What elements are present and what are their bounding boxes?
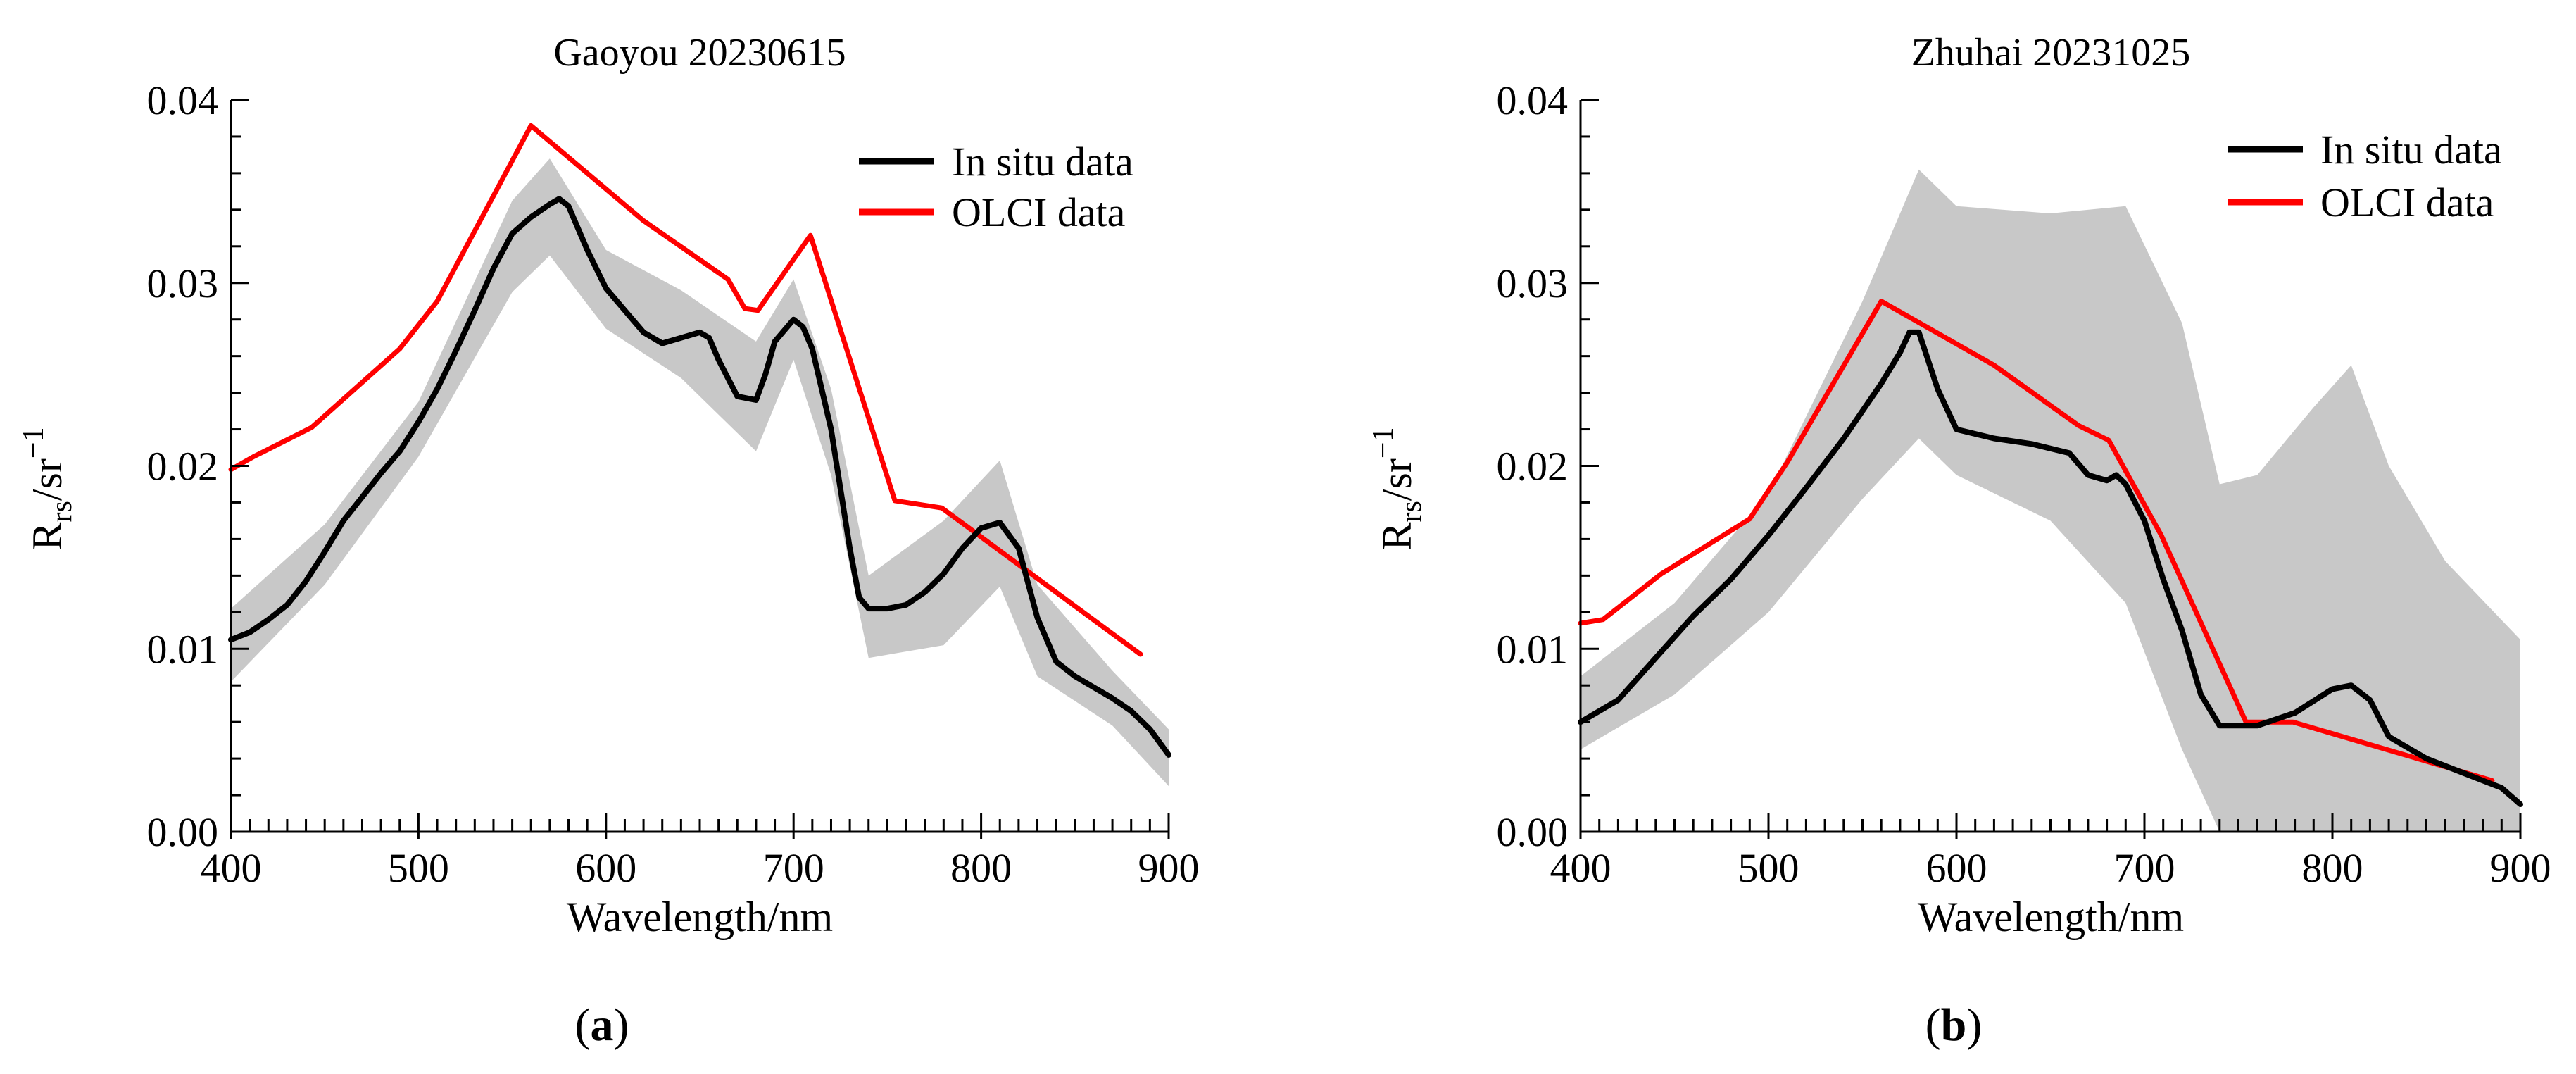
panel-b-y-tick-label: 0.02	[1497, 444, 1569, 489]
panel-a-y-axis-label: Rrs/sr−1	[18, 427, 78, 550]
panel-b-range-band	[1581, 169, 2520, 832]
panel-b-y-label-main: R	[1374, 523, 1420, 551]
panel-b-y-axis-label: Rrs/sr−1	[1367, 427, 1428, 550]
panel-b-legend-insitu-label: In situ data	[2320, 127, 2502, 173]
panel-a-tag: (a)	[575, 999, 629, 1051]
panel-a-x-tick-label: 700	[763, 845, 824, 891]
panel-b-insitu-line	[1578, 329, 2523, 807]
panel-b-y-tick-label: 0.00	[1497, 809, 1569, 855]
panel-a-insitu-line	[228, 196, 1171, 758]
panel-b-x-tick-label: 900	[2490, 845, 2551, 891]
panel-a-tag-letter: a	[591, 999, 614, 1051]
panel-b-y-tick-label: 0.03	[1497, 261, 1569, 306]
panel-a-chart: Gaoyou 20230615 0.00 0.01 0.02 0.03 0.04 400 5…	[18, 31, 1200, 1051]
panel-a-y-label-sup: −1	[18, 427, 50, 458]
panel-a-x-tick-label: 600	[575, 845, 636, 891]
panel-b-y-label-sub: rs	[1395, 501, 1428, 522]
panel-a-series-layer	[228, 123, 1171, 758]
panel-b-title: Zhuhai 20231025	[1911, 31, 2191, 75]
panel-a-y-tick-label: 0.04	[147, 77, 219, 123]
panel-b-chart: Zhuhai 20231025 0.00 0.01 0.02 0.03 0.04 400 5…	[1367, 31, 2551, 1051]
panel-a-legend-olci-label: OLCI data	[952, 189, 1125, 235]
panel-b-series-layer	[1578, 299, 2523, 807]
panel-b-y-tick-label: 0.04	[1497, 77, 1569, 123]
panel-a-y-tick-label: 0.03	[147, 261, 219, 306]
panel-b-x-tick-label: 400	[1550, 845, 1611, 891]
panel-a-x-tick-label: 900	[1138, 845, 1200, 891]
panel-b-tag: (b)	[1925, 999, 1983, 1051]
panel-a-y-tick-label: 0.02	[147, 444, 219, 489]
panel-b-band-layer	[1581, 169, 2520, 832]
panel-a-x-tick-label: 800	[950, 845, 1012, 891]
panel-b-legend: In situ data OLCI data	[2228, 127, 2502, 225]
panel-a-range-band	[231, 158, 1169, 787]
panel-a-x-axis-label: Wavelength/nm	[567, 894, 833, 940]
panel-b-olci-line	[1578, 299, 2495, 783]
panel-a-legend-insitu-label: In situ data	[952, 139, 1133, 185]
panel-a-y-tick-label: 0.00	[147, 809, 219, 855]
panel-b-y-label-unit: /sr	[1374, 458, 1420, 501]
panel-b-y-tick-label: 0.01	[1497, 626, 1569, 672]
panel-b-legend-olci-label: OLCI data	[2320, 180, 2494, 225]
panel-a-olci-line	[228, 123, 1143, 657]
panel-b-tag-letter: b	[1941, 999, 1967, 1051]
panel-a-x-tick-label: 500	[388, 845, 449, 891]
panel-b-x-tick-label: 800	[2302, 845, 2363, 891]
panel-a-y-label-sub: rs	[46, 501, 78, 522]
panel-b-x-axis-label: Wavelength/nm	[1918, 894, 2184, 940]
panel-a-title: Gaoyou 20230615	[553, 31, 846, 75]
panel-a-x-tick-label: 400	[201, 845, 262, 891]
panel-a-y-label-unit: /sr	[24, 458, 70, 501]
panel-a-legend: In situ data OLCI data	[859, 139, 1133, 235]
panel-b-x-tick-label: 500	[1738, 845, 1799, 891]
panel-a-y-tick-label: 0.01	[147, 626, 219, 672]
panel-a-band-layer	[231, 158, 1169, 787]
panel-a-y-label-main: R	[24, 523, 70, 551]
panel-a-ticks-layer: 0.00 0.01 0.02 0.03 0.04 400 500 600 700 800 900	[147, 77, 1200, 891]
panel-b-x-tick-label: 600	[1926, 845, 1987, 891]
panel-b-x-tick-label: 700	[2114, 845, 2175, 891]
panel-b-y-label-sup: −1	[1367, 427, 1400, 458]
panel-b-ticks-layer: 0.00 0.01 0.02 0.03 0.04 400 500 600 700 800 900	[1497, 77, 2551, 891]
